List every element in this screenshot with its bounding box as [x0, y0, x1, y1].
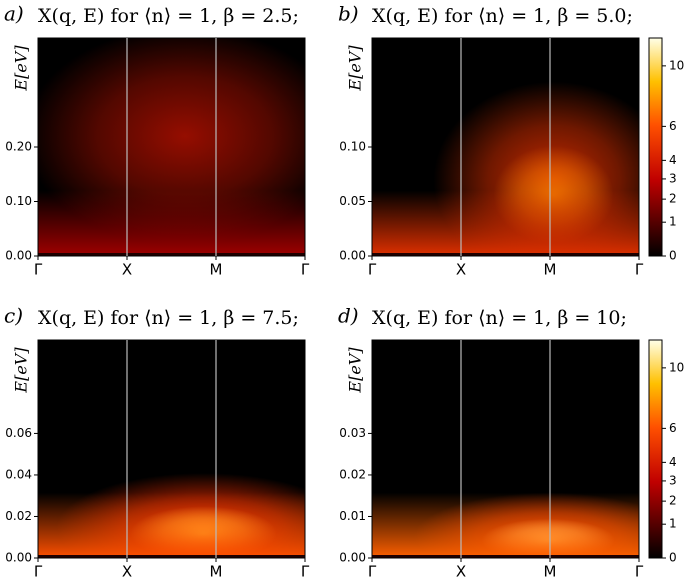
y-tick-label: 0.01: [339, 509, 366, 523]
colorbar-tick-label: 10: [669, 58, 684, 72]
y-tick-label: 0.04: [5, 467, 32, 481]
heatmap-low-band: [372, 38, 639, 256]
y-tick-label: 0.00: [339, 551, 366, 565]
x-tick-label: Γ: [301, 261, 310, 279]
x-tick-label: Γ: [34, 261, 43, 279]
heatmap-low-band: [372, 340, 639, 558]
y-tick-label: 0.00: [5, 249, 32, 263]
x-tick-label: M: [544, 261, 557, 279]
x-tick-label: M: [544, 563, 557, 580]
colorbar-tick-label: 4: [669, 153, 677, 167]
x-tick-label: Γ: [635, 563, 644, 580]
colorbar-tick-label: 3: [669, 473, 677, 487]
y-tick-label: 0.02: [5, 509, 32, 523]
panel-title: X(q, E) for ⟨n⟩ = 1, β = 2.5;: [38, 5, 299, 27]
heatmap: [372, 38, 639, 256]
panel-label: d): [338, 304, 359, 328]
panel-label: b): [338, 2, 359, 26]
heatmap: [372, 340, 639, 558]
y-tick-label: 0.03: [339, 426, 366, 440]
y-tick-label: 0.00: [339, 249, 366, 263]
colorbar-tick-label: 0: [669, 249, 677, 263]
y-axis-label: E[eV]: [346, 45, 365, 92]
heatmap-low-band: [38, 340, 305, 558]
colorbar-tick-label: 2: [669, 494, 677, 508]
x-tick-label: X: [456, 563, 466, 580]
x-tick-label: Γ: [635, 261, 644, 279]
y-tick-label: 0.05: [339, 194, 366, 208]
y-axis-label: E[eV]: [12, 45, 31, 92]
heatmap: [38, 38, 305, 256]
x-tick-label: M: [210, 261, 223, 279]
x-tick-label: Γ: [368, 261, 377, 279]
panel-title: X(q, E) for ⟨n⟩ = 1, β = 5.0;: [372, 5, 633, 27]
colorbar-tick-label: 1: [669, 215, 677, 229]
y-tick-label: 0.00: [5, 551, 32, 565]
x-tick-label: M: [210, 563, 223, 580]
y-axis-label: E[eV]: [346, 347, 365, 394]
colorbar-tick-label: 6: [669, 119, 677, 133]
x-tick-label: X: [456, 261, 466, 279]
colorbar-tick-label: 6: [669, 421, 677, 435]
y-tick-label: 0.02: [339, 467, 366, 481]
x-tick-label: X: [122, 563, 132, 580]
x-tick-label: Γ: [301, 563, 310, 580]
x-tick-label: Γ: [34, 563, 43, 580]
panel-label: c): [4, 304, 23, 328]
colorbar-tick-label: 10: [669, 360, 684, 374]
panel-label: a): [4, 2, 24, 26]
y-tick-label: 0.10: [5, 194, 32, 208]
colorbar-tick-label: 3: [669, 171, 677, 185]
panel-title: X(q, E) for ⟨n⟩ = 1, β = 7.5;: [38, 307, 299, 329]
heatmap-floor: [372, 555, 639, 558]
heatmap-floor: [38, 253, 305, 256]
colorbar-tick-label: 2: [669, 192, 677, 206]
frame: [371, 339, 640, 559]
y-tick-label: 0.10: [339, 140, 366, 154]
colorbar-tick-label: 0: [669, 551, 677, 565]
heatmap-floor: [372, 253, 639, 256]
heatmap-floor: [38, 555, 305, 558]
panel-title: X(q, E) for ⟨n⟩ = 1, β = 10;: [372, 307, 627, 329]
colorbar-tick-label: 1: [669, 517, 677, 531]
colorbar-tick-label: 4: [669, 455, 677, 469]
x-tick-label: Γ: [368, 563, 377, 580]
x-tick-label: X: [122, 261, 132, 279]
y-tick-label: 0.06: [5, 426, 32, 440]
colorbar: [648, 339, 663, 559]
colorbar: [648, 37, 663, 257]
y-tick-label: 0.20: [5, 140, 32, 154]
y-axis-label: E[eV]: [12, 347, 31, 394]
heatmap: [38, 340, 305, 558]
heatmap-low-band: [38, 38, 305, 256]
frame: [37, 339, 306, 559]
